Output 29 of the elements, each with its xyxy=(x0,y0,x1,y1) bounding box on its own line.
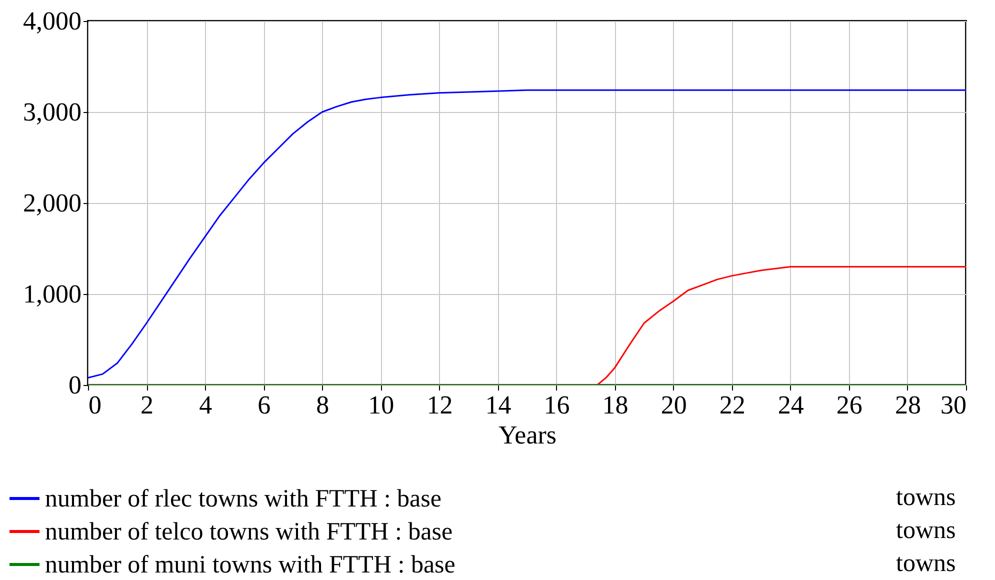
y-tick-label: 4,000 xyxy=(23,6,82,36)
x-tick-label: 26 xyxy=(836,390,862,420)
x-tick-label: 16 xyxy=(544,390,570,420)
x-tick-label: 0 xyxy=(88,390,102,420)
x-tick-label: 10 xyxy=(368,390,394,420)
x-tick-label: 20 xyxy=(660,390,687,420)
x-tick-label: 8 xyxy=(316,390,330,420)
x-tick-label: 22 xyxy=(719,390,746,420)
y-tick-label: 0 xyxy=(68,370,82,400)
y-tick-label: 2,000 xyxy=(23,188,82,218)
line-series xyxy=(88,89,966,378)
x-tick-label: 18 xyxy=(602,390,628,420)
legend-label: number of telco towns with FTTH : base xyxy=(45,518,453,546)
y-tick-label: 1,000 xyxy=(23,280,82,308)
x-tick-label: 2 xyxy=(140,390,154,420)
legend-label: number of muni towns with FTTH : base xyxy=(45,552,456,578)
x-tick-label: 24 xyxy=(778,390,804,420)
x-tick-label: 4 xyxy=(199,390,212,420)
x-tick-label: 12 xyxy=(426,390,453,420)
x-tick-label: 30 xyxy=(940,390,966,420)
x-tick-label: 6 xyxy=(258,390,271,420)
y-tick-label: 3,000 xyxy=(23,98,82,126)
x-axis-title: Years xyxy=(498,420,557,450)
text: towns xyxy=(896,550,956,577)
text: towns xyxy=(896,517,956,544)
legend-label: number of rlec towns with FTTH : base xyxy=(45,486,442,512)
x-tick-label: 28 xyxy=(894,390,921,420)
x-tick-label: 14 xyxy=(485,390,512,420)
text: towns xyxy=(896,484,956,511)
